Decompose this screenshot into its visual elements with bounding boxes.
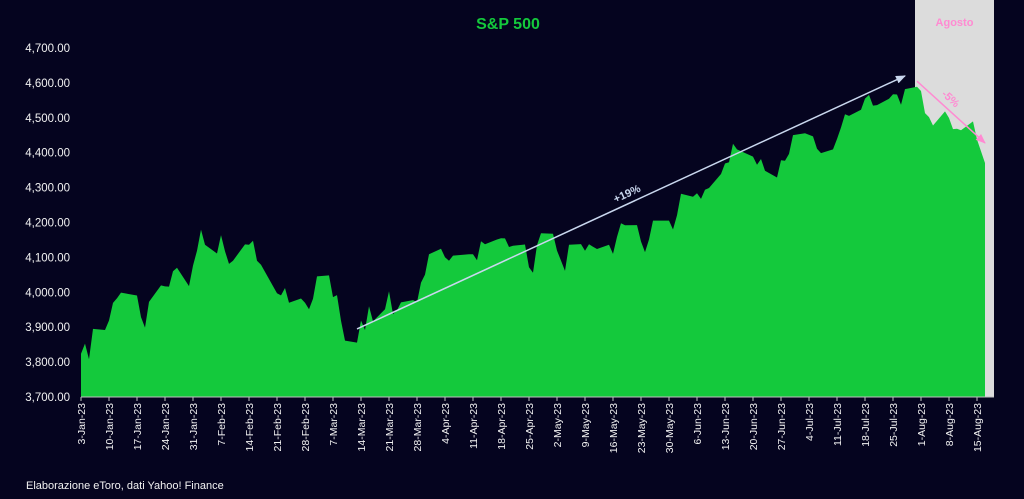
x-tick-label: 9-May-23 [580,403,592,448]
y-tick-label: 3,800.00 [25,357,70,369]
x-tick-label: 18-Jul-23 [860,403,872,447]
x-tick-label: 30-May-23 [664,403,676,453]
y-tick-label: 4,000.00 [25,287,70,299]
x-tick-label: 18-Apr-23 [496,403,508,450]
x-tick-label: 24-Jan-23 [160,403,172,450]
x-tick-label: 1-Aug-23 [916,403,928,446]
y-tick-label: 4,100.00 [25,252,70,264]
source-note: Elaborazione eToro, dati Yahoo! Finance [26,480,224,492]
y-tick-label: 4,200.00 [25,218,70,230]
x-tick-label: 8-Aug-23 [944,403,956,446]
x-tick-label: 17-Jan-23 [132,403,144,450]
trend-arrow [916,80,986,144]
x-tick-label: 31-Jan-23 [188,403,200,450]
sp500-area [81,86,985,398]
x-tick-label: 3-Jan-23 [76,403,88,445]
x-tick-label: 21-Feb-23 [272,403,284,452]
x-tick-label: 21-Mar-23 [384,403,396,452]
trend-arrow [356,75,906,330]
x-tick-label: 10-Jan-23 [104,403,116,450]
x-tick-label: 7-Feb-23 [216,403,228,446]
x-tick-label: 4-Jul-23 [804,403,816,441]
x-tick-label: 2-May-23 [552,403,564,448]
x-tick-label: 23-May-23 [636,403,648,453]
x-tick-label: 11-Apr-23 [468,403,480,449]
chart-title: S&P 500 [476,16,540,33]
y-tick-label: 4,300.00 [25,183,70,195]
y-tick-label: 4,400.00 [25,148,70,160]
august-band-label: Agosto [936,17,974,29]
x-tick-label: 4-Apr-23 [440,403,452,444]
x-tick-label: 25-Apr-23 [524,403,536,450]
y-axis: 3,700.00 3,800.00 3,900.00 4,000.00 4,100.00… [25,43,70,404]
y-tick-label: 3,700.00 [25,392,70,404]
x-tick-label: 11-Jul-23 [832,403,844,446]
x-tick-label: 28-Mar-23 [412,403,424,452]
x-tick-label: 28-Feb-23 [300,403,312,452]
x-tick-label: 14-Mar-23 [356,403,368,452]
x-tick-label: 13-Jun-23 [720,403,732,450]
y-tick-label: 3,900.00 [25,322,70,334]
x-tick-label: 15-Aug-23 [972,403,984,452]
x-tick-label: 16-May-23 [608,403,620,453]
x-tick-label: 20-Jun-23 [748,403,760,450]
y-tick-label: 4,600.00 [25,78,70,90]
x-tick-label: 6-Jun-23 [692,403,704,445]
x-axis: 3-Jan-23 10-Jan-23 17-Jan-23 24-Jan-23 31-Ja… [76,396,994,453]
x-tick-label: 27-Jun-23 [776,403,788,450]
y-tick-label: 4,700.00 [25,43,70,55]
x-tick-label: 25-Jul-23 [888,403,900,447]
x-tick-label: 7-Mar-23 [328,403,340,446]
x-tick-label: 14-Feb-23 [244,403,256,452]
y-tick-label: 4,500.00 [25,113,70,125]
